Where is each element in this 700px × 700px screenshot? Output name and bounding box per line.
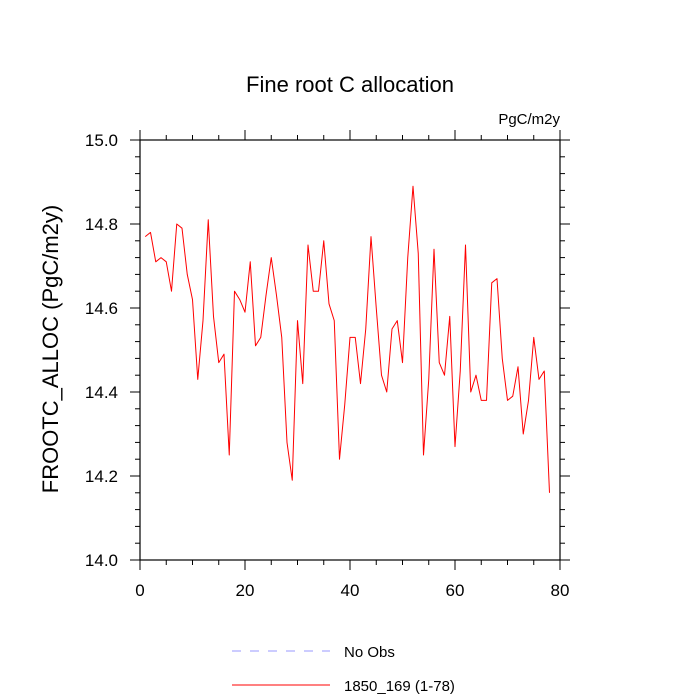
y-tick-label: 14.0 <box>85 551 118 570</box>
y-tick-label: 15.0 <box>85 131 118 150</box>
axis-ticks <box>130 130 570 570</box>
y-tick-label: 14.2 <box>85 467 118 486</box>
x-tick-label: 80 <box>551 581 570 600</box>
series-layer <box>144 185 550 493</box>
x-tick-label: 20 <box>236 581 255 600</box>
plot-frame <box>139 139 561 561</box>
y-tick-label: 14.8 <box>85 215 118 234</box>
x-tick-label: 0 <box>135 581 144 600</box>
y-axis-label: FROOTC_ALLOC (PgC/m2y) <box>38 205 63 494</box>
y-tick-label: 14.4 <box>85 383 118 402</box>
legend: No Obs 1850_169 (1-78) <box>232 644 455 695</box>
y-tick-label: 14.6 <box>85 299 118 318</box>
x-tick-label: 60 <box>446 581 465 600</box>
series-line <box>144 185 550 493</box>
x-tick-label: 40 <box>341 581 360 600</box>
tick-labels: 0 20 40 60 80 14.0 14.2 14.4 14.6 14.8 15.0 <box>85 131 570 600</box>
units-label: PgC/m2y <box>498 111 560 128</box>
legend-label-no-obs: No Obs <box>344 644 395 661</box>
legend-label-series: 1850_169 (1-78) <box>344 678 455 695</box>
chart-title: Fine root C allocation <box>246 72 454 97</box>
